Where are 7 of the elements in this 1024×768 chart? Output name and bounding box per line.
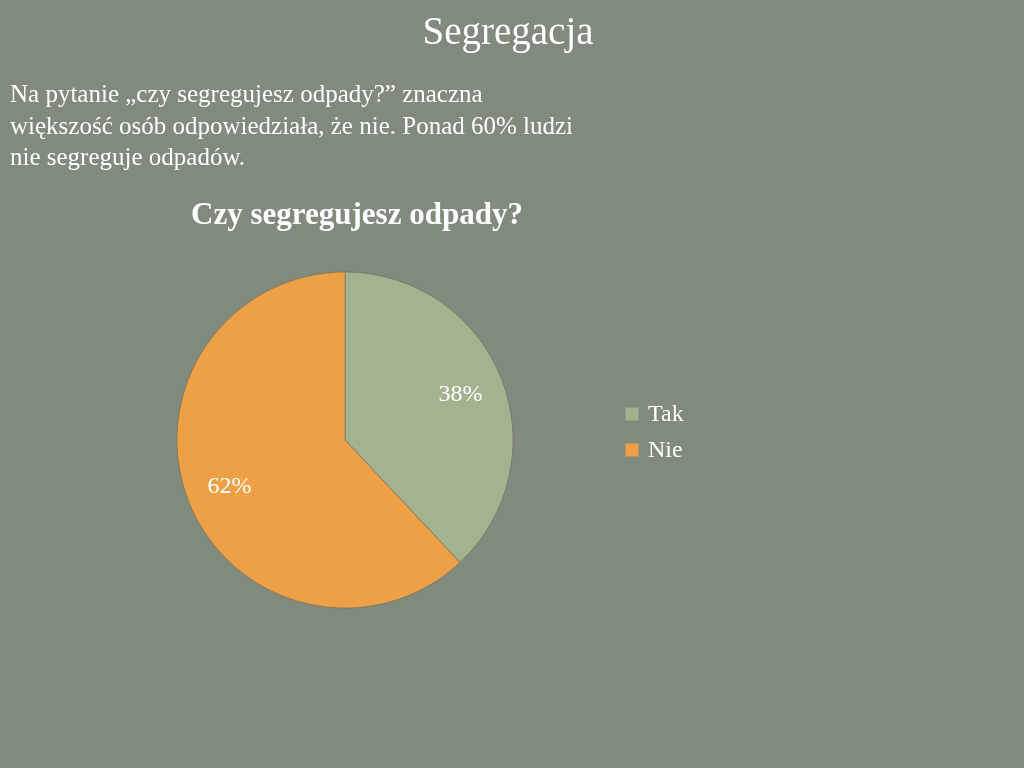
data-label: 38% bbox=[438, 380, 483, 407]
chart-subtitle: Czy segregujesz odpady? bbox=[191, 196, 523, 231]
legend-label: Nie bbox=[648, 436, 683, 462]
chart-title: Segregacja bbox=[422, 9, 594, 53]
text: Na pytanie „czy segregujesz odpady?” znaczna większość osób odpowiedziała, że nie. Ponad 60% ludzi nie segreguje odpadów. bbox=[10, 80, 574, 170]
data-label: 62% bbox=[207, 471, 252, 498]
legend-label: Tak bbox=[648, 400, 684, 426]
